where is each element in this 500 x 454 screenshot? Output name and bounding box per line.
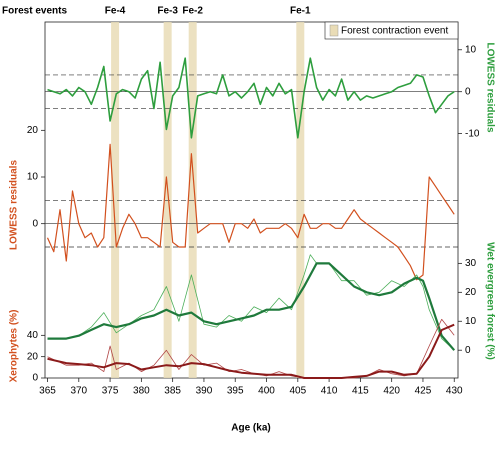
data-line — [47, 254, 455, 351]
x-tick-label: 415 — [352, 386, 369, 397]
data-line — [47, 323, 455, 379]
event-label: Fe-3 — [157, 6, 178, 17]
y-tick-label: 10 — [465, 316, 477, 327]
data-line — [46, 143, 455, 281]
x-tick-label: 425 — [415, 386, 432, 397]
x-tick-label: 365 — [39, 386, 56, 397]
x-tick-label: 420 — [383, 386, 400, 397]
data-line — [47, 262, 456, 351]
y-axis-label: LOWESS residuals — [484, 42, 495, 132]
event-band — [296, 22, 305, 378]
event-label: Fe-1 — [290, 6, 311, 17]
y-tick-label: 0 — [465, 345, 471, 356]
legend-box — [324, 21, 459, 40]
y-tick-label: 0 — [32, 218, 38, 229]
x-tick-label: 370 — [70, 386, 87, 397]
x-axis-label: Age (ka) — [231, 423, 270, 434]
y-tick-label: 40 — [27, 330, 39, 341]
y-axis-label: Wet evergreen forest (%) — [484, 242, 495, 360]
y-tick-label: 20 — [465, 287, 477, 298]
y-tick-label: 10 — [465, 44, 477, 55]
x-tick-label: 400 — [258, 386, 275, 397]
x-tick-label: 410 — [321, 386, 338, 397]
legend-swatch — [329, 24, 339, 37]
event-label: Fe-2 — [182, 6, 203, 17]
y-tick-label: 30 — [465, 258, 477, 269]
x-tick-label: 390 — [196, 386, 213, 397]
legend-label: Forest contraction event — [341, 26, 448, 37]
event-band — [111, 22, 120, 378]
x-tick-label: 405 — [289, 386, 306, 397]
x-tick-label: 430 — [446, 386, 463, 397]
event-label: Fe-4 — [105, 6, 126, 17]
x-tick-label: 380 — [133, 386, 150, 397]
y-tick-label: 0 — [32, 373, 38, 384]
y-tick-label: 20 — [27, 351, 39, 362]
y-tick-label: 20 — [27, 125, 39, 136]
y-tick-label: -10 — [465, 128, 480, 139]
data-line — [47, 57, 455, 139]
x-tick-label: 385 — [164, 386, 181, 397]
data-line — [47, 318, 455, 379]
y-axis-label: Xerophytes (%) — [9, 310, 20, 383]
x-tick-label: 375 — [102, 386, 119, 397]
x-tick-label: 395 — [227, 386, 244, 397]
y-tick-label: 10 — [27, 172, 39, 183]
y-tick-label: 0 — [465, 86, 471, 97]
y-axis-label: LOWESS residuals — [9, 160, 20, 250]
chart-title: Forest events — [2, 6, 67, 17]
